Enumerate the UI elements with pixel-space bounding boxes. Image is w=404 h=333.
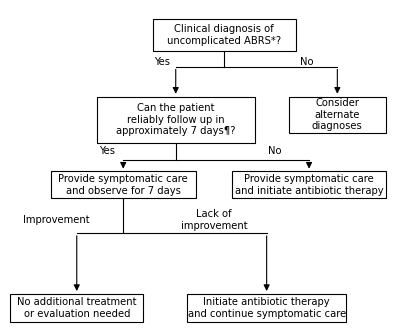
FancyBboxPatch shape [97,97,255,143]
Text: Can the patient
reliably follow up in
approximately 7 days¶?: Can the patient reliably follow up in ap… [116,103,236,137]
FancyBboxPatch shape [232,171,386,198]
Text: Initiate antibiotic therapy
and continue symptomatic care: Initiate antibiotic therapy and continue… [187,297,346,319]
FancyBboxPatch shape [289,97,386,133]
Text: Improvement: Improvement [23,215,90,225]
Text: No additional treatment
or evaluation needed: No additional treatment or evaluation ne… [17,297,137,319]
Text: Provide symptomatic care
and initiate antibiotic therapy: Provide symptomatic care and initiate an… [235,174,383,195]
Text: Clinical diagnosis of
uncomplicated ABRS*?: Clinical diagnosis of uncomplicated ABRS… [167,24,281,46]
Text: No: No [300,57,314,67]
Text: No: No [268,146,282,156]
Text: Lack of
improvement: Lack of improvement [181,209,247,230]
FancyBboxPatch shape [50,171,196,198]
Text: Consider
alternate
diagnoses: Consider alternate diagnoses [312,98,363,132]
Text: Yes: Yes [99,146,115,156]
FancyBboxPatch shape [10,294,143,322]
Text: Provide symptomatic care
and observe for 7 days: Provide symptomatic care and observe for… [58,174,188,195]
Text: Yes: Yes [154,57,170,67]
FancyBboxPatch shape [153,19,296,51]
FancyBboxPatch shape [187,294,347,322]
